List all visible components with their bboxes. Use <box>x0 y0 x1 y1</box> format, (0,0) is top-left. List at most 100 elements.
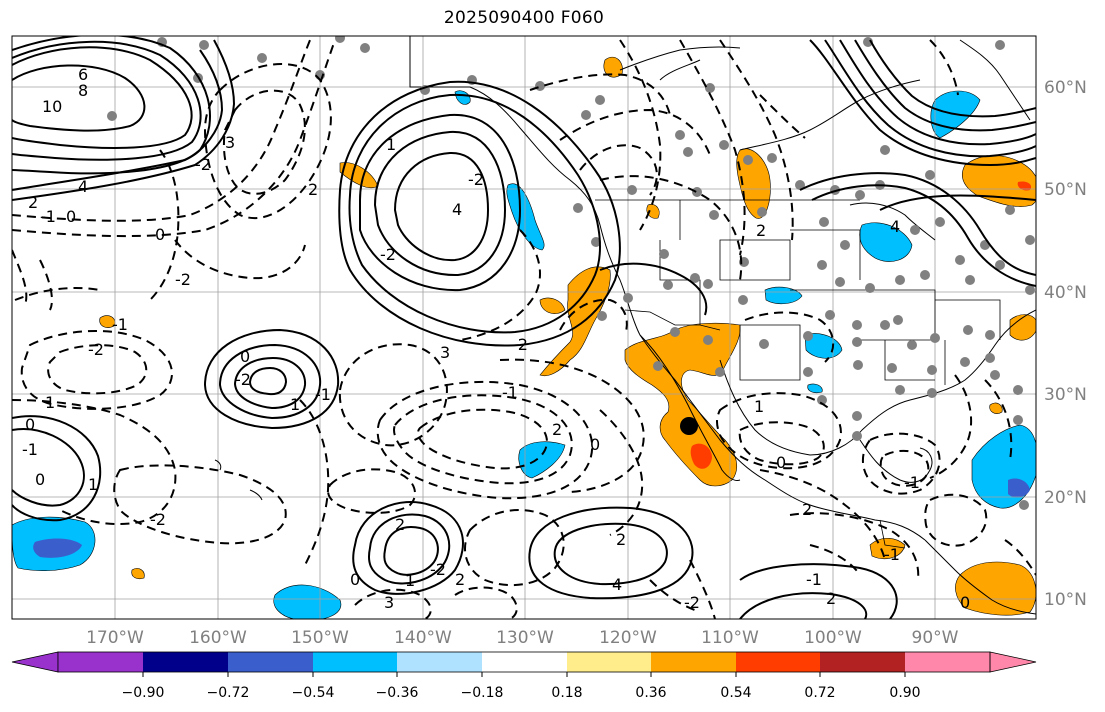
shade-orange <box>99 315 116 328</box>
shade-orange <box>955 561 1036 616</box>
contour-label: -2 <box>150 510 166 529</box>
contour-label: 4 <box>452 200 462 219</box>
contour-label: -2 <box>512 335 528 354</box>
lon-label-140w: 140°W <box>394 628 452 648</box>
colorbar-tick-label: −0.18 <box>461 685 504 701</box>
colorbar-tick-label: 0.90 <box>889 685 920 701</box>
colorbar-segment <box>820 652 905 672</box>
contour-label: -2 <box>468 170 484 189</box>
contour-label: 2 <box>552 420 562 439</box>
contour-label: 2 <box>308 180 318 199</box>
contour-label: -2 <box>430 560 446 579</box>
shade-darkblue <box>1008 478 1030 498</box>
colorbar-tick-label: −0.90 <box>122 685 165 701</box>
shade-blue <box>859 222 913 262</box>
contour-label: 2 <box>395 515 405 534</box>
contour-label: -2 <box>88 340 104 359</box>
shade-orange <box>339 162 379 189</box>
location-marker <box>680 417 698 435</box>
contour-label: 0 <box>25 415 35 434</box>
contour-label: 0 <box>590 435 600 454</box>
shade-blue <box>764 286 803 305</box>
shade-darkblue <box>33 538 82 558</box>
contour-label: -2 <box>235 370 251 389</box>
contour-label: 1 <box>386 135 396 154</box>
contour-label: -1 <box>315 385 331 404</box>
shade-orange <box>736 148 771 219</box>
lon-label-120w: 120°W <box>599 628 657 648</box>
contour-label: -1 <box>904 473 920 492</box>
shade-blue <box>971 424 1036 509</box>
contour-label: -2 <box>380 245 396 264</box>
lon-label-100w: 100°W <box>804 628 862 648</box>
contour-label: 1 <box>405 571 415 590</box>
lon-label-110w: 110°W <box>701 628 759 648</box>
colorbar-tick-label: −0.54 <box>292 685 335 701</box>
contour-label: 8 <box>78 81 88 100</box>
shade-orange <box>131 568 145 580</box>
shade-blue <box>518 441 566 479</box>
shade-red <box>690 443 712 469</box>
shade-orange <box>989 402 1003 414</box>
contour-label: 1 <box>754 397 764 416</box>
station-dots <box>107 36 1035 510</box>
colorbar-segment <box>651 652 736 672</box>
shade-orange <box>1009 314 1036 341</box>
lat-label-60n: 60°N <box>1044 78 1087 98</box>
shade-red <box>1017 181 1032 191</box>
colorbar-tick-label: 0.54 <box>720 685 751 701</box>
contour-label: 2 <box>455 570 465 589</box>
lon-label-160w: 160°W <box>189 628 247 648</box>
contour-label: -2 <box>175 270 191 289</box>
lat-label-20n: 20°N <box>1044 488 1087 508</box>
contour-label: 0 <box>960 593 970 612</box>
contour-label: 0 <box>35 470 45 489</box>
contour-label: -2 <box>684 593 700 612</box>
colorbar-tick-label: 0.72 <box>804 685 835 701</box>
contour-label: -1 <box>806 570 822 589</box>
lat-label-40n: 40°N <box>1044 283 1087 303</box>
contour-label: 0 <box>240 347 250 366</box>
lat-label-50n: 50°N <box>1044 180 1087 200</box>
colorbar-extend-right <box>989 651 1037 673</box>
contour-label: -1 <box>502 383 518 402</box>
colorbar-segment <box>228 652 313 672</box>
contour-label: -1 <box>40 207 56 226</box>
colorbar-tick-label: 0.36 <box>635 685 666 701</box>
contour-label: 2 <box>756 221 766 240</box>
political-borders <box>410 86 1001 549</box>
colorbar-tick-label: 0.18 <box>551 685 582 701</box>
shade-blue <box>273 584 342 619</box>
colorbar-segment <box>313 652 397 672</box>
colorbar-segment <box>58 652 143 672</box>
contour-label: 2 <box>826 589 836 608</box>
lon-label-90w: 90°W <box>912 628 959 648</box>
shade-blue <box>807 383 823 394</box>
colorbar-segment <box>143 652 228 672</box>
contour-label: 1 <box>290 395 300 414</box>
colorbar-tick-label: −0.36 <box>376 685 419 701</box>
colorbar-segment <box>905 652 990 672</box>
colorbar: −0.90 −0.72 −0.54 −0.36 −0.18 0.18 0.36 … <box>11 651 1037 701</box>
shade-blue <box>506 183 545 251</box>
lat-label-10n: 10°N <box>1044 590 1087 610</box>
colorbar-segment <box>736 652 820 672</box>
contour-label: 3 <box>225 133 235 152</box>
shade-blue <box>454 90 471 105</box>
dashed-contours <box>12 39 1036 619</box>
colorbar-segment <box>567 652 651 672</box>
contour-label: 4 <box>78 177 88 196</box>
lon-label-150w: 150°W <box>291 628 349 648</box>
contour-labels: 6 8 10 4 2 -1 0 -2 3 -2 2 0 4 -2 1 -2 3 … <box>22 65 970 612</box>
contour-label: 2 <box>616 530 626 549</box>
contour-label: 1 <box>88 475 98 494</box>
contour-label: -1 <box>22 440 38 459</box>
contour-label: 0 <box>155 225 165 244</box>
lon-label-130w: 130°W <box>496 628 554 648</box>
map-frame <box>11 35 1037 620</box>
map-title: 2025090400 F060 <box>443 8 605 28</box>
solid-contours <box>12 36 1036 619</box>
shade-orange <box>869 537 906 559</box>
contour-label: 3 <box>440 343 450 362</box>
